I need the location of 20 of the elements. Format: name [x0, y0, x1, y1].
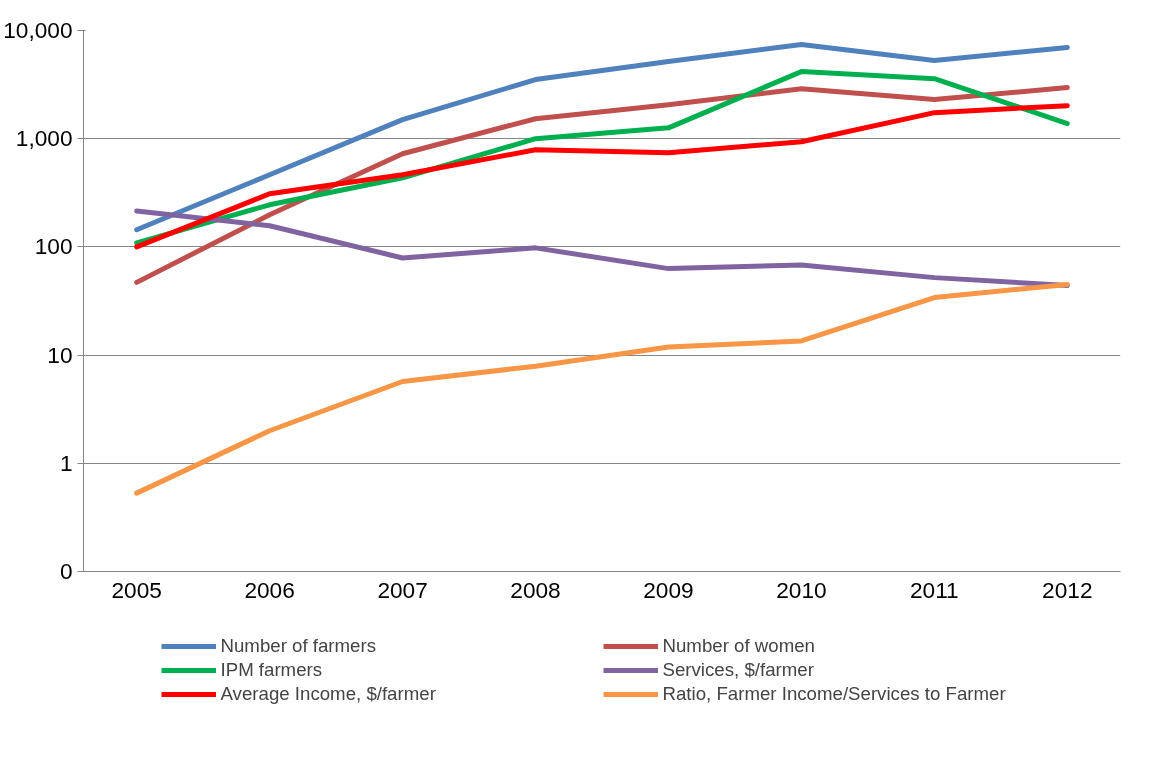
legend-label: Ratio, Farmer Income/Services to Farmer — [662, 683, 1007, 705]
x-tick-label: 2010 — [776, 576, 827, 603]
y-tick-label: 1 — [59, 449, 73, 476]
y-tick-label: 10 — [47, 341, 73, 368]
legend-label: Average Income, $/farmer — [220, 683, 437, 705]
x-tick-label: 2006 — [244, 576, 295, 603]
y-tick-label: 0 — [59, 558, 73, 584]
x-tick-label: 2005 — [111, 576, 162, 603]
legend-label: Services, $/farmer — [662, 659, 815, 681]
x-tick-label: 2007 — [377, 576, 428, 603]
y-tick-label: 10,000 — [3, 17, 73, 43]
legend-label: Number of farmers — [220, 635, 377, 657]
y-tick-label: 100 — [34, 233, 73, 260]
x-tick-label: 2008 — [510, 576, 561, 603]
legend-label: IPM farmers — [220, 659, 324, 681]
legend-label: Number of women — [662, 635, 816, 657]
x-tick-label: 2012 — [1042, 576, 1093, 603]
x-tick-label: 2011 — [910, 576, 959, 603]
x-tick-label: 2009 — [643, 576, 694, 603]
y-tick-label: 1,000 — [15, 125, 73, 152]
